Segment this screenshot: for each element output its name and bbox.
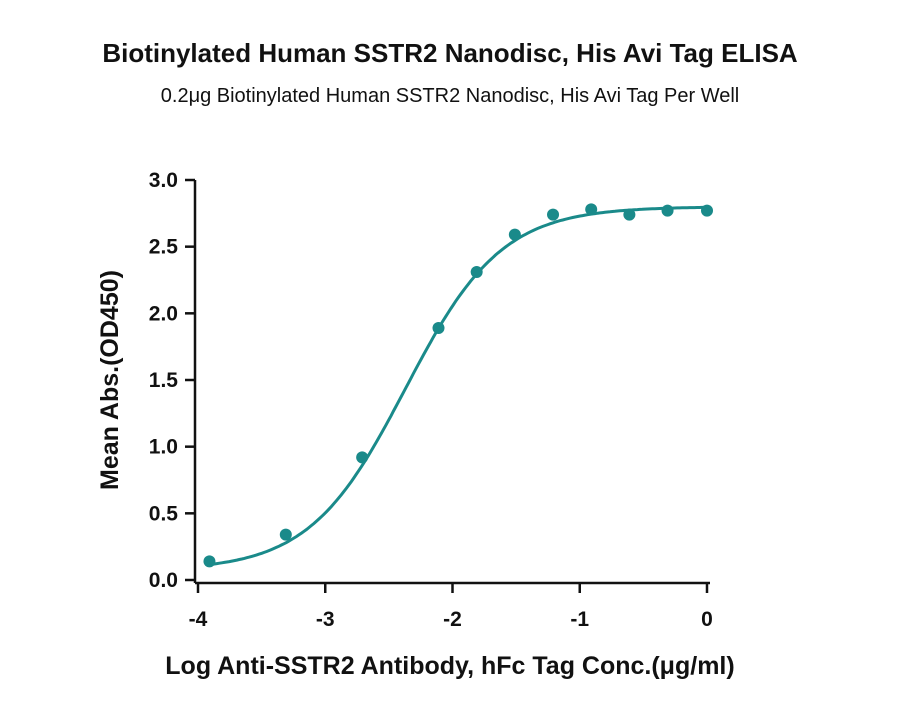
- y-tick-label: 3.0: [149, 169, 178, 192]
- data-points: [203, 203, 713, 568]
- data-point: [701, 204, 713, 217]
- chart-title: Biotinylated Human SSTR2 Nanodisc, His A…: [102, 38, 798, 68]
- data-point: [508, 228, 521, 241]
- y-ticks: 0.0 0.5 1.0 1.5 2.0 2.5 3.0: [149, 169, 195, 592]
- y-axis-title: Mean Abs.(OD450): [96, 270, 124, 490]
- y-tick-label: 0.0: [149, 569, 178, 592]
- fit-curve: [209, 205, 707, 567]
- x-tick-label: -1: [570, 608, 589, 631]
- data-point: [279, 528, 292, 541]
- y-tick-label: 0.5: [149, 502, 179, 525]
- y-tick-label: 2.5: [149, 236, 179, 259]
- y-tick-label: 1.0: [149, 436, 178, 459]
- x-ticks: -4 -3 -2 -1 0: [189, 583, 713, 631]
- x-tick-label: 0: [701, 608, 713, 631]
- data-point: [203, 555, 216, 568]
- data-point: [470, 266, 483, 278]
- data-point: [585, 203, 598, 216]
- x-tick-label: -3: [316, 608, 335, 631]
- x-tick-label: -2: [443, 608, 462, 631]
- data-point: [547, 208, 560, 221]
- x-axis-title: Log Anti-SSTR2 Antibody, hFc Tag Conc.(μ…: [165, 652, 734, 680]
- data-point: [661, 204, 674, 217]
- x-tick-label: -4: [189, 608, 208, 631]
- chart-subtitle: 0.2μg Biotinylated Human SSTR2 Nanodisc,…: [161, 85, 739, 107]
- data-point: [432, 322, 445, 334]
- data-point: [356, 451, 369, 464]
- y-tick-label: 2.0: [149, 302, 178, 325]
- y-tick-label: 1.5: [149, 369, 179, 392]
- data-point: [623, 208, 636, 221]
